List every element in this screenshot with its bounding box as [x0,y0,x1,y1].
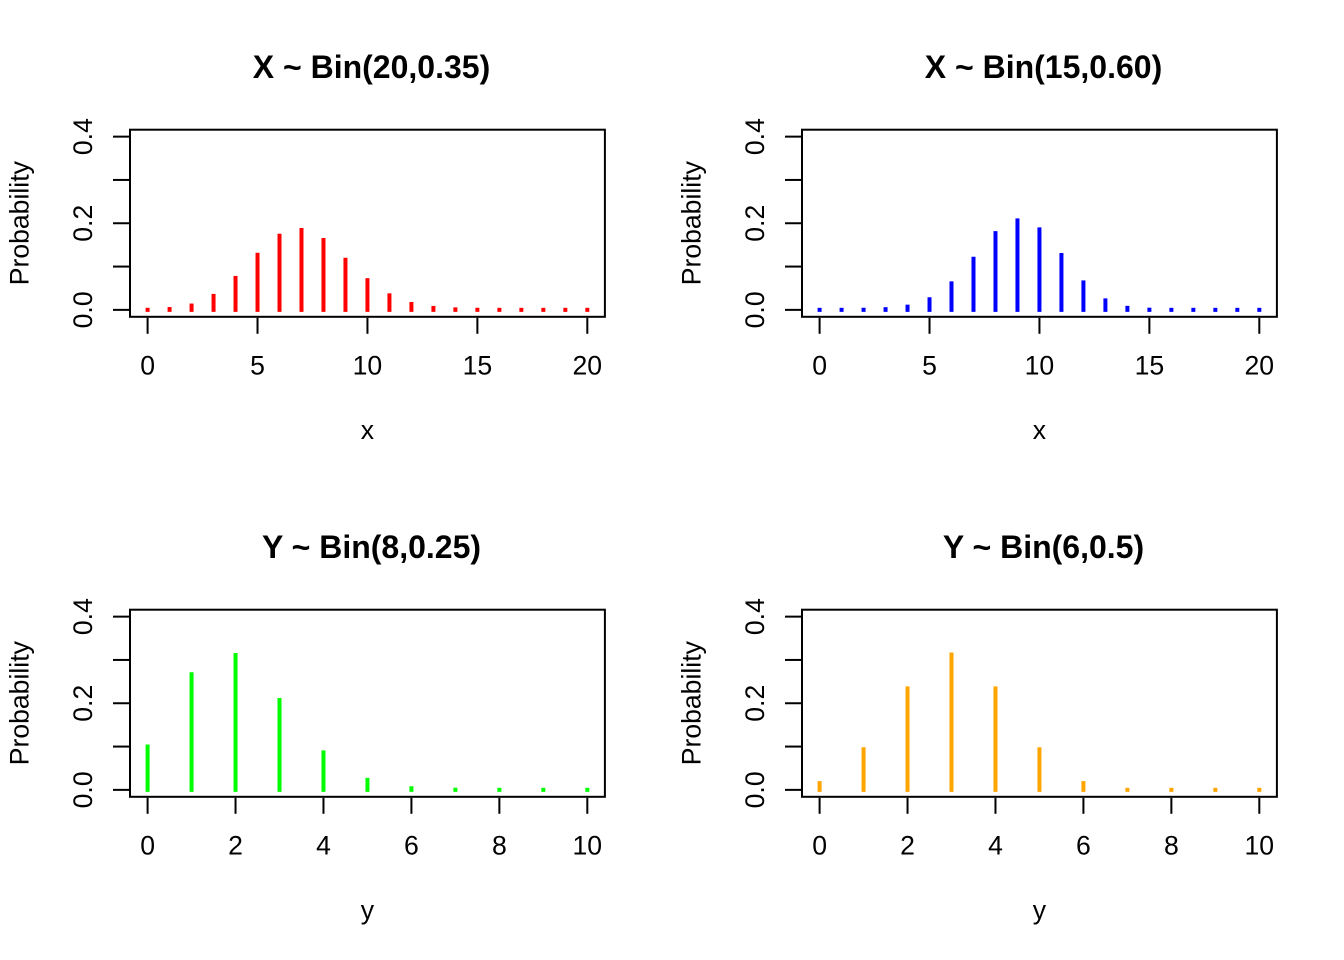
svg-text:6: 6 [404,831,419,861]
svg-text:Probability: Probability [677,640,707,765]
svg-text:0.4: 0.4 [68,118,98,155]
svg-text:y: y [361,895,375,925]
svg-text:10: 10 [353,351,383,381]
svg-text:Probability: Probability [5,640,35,765]
svg-text:0.4: 0.4 [740,118,770,155]
svg-text:0.2: 0.2 [68,205,98,242]
svg-text:X ~ Bin(20,0.35): X ~ Bin(20,0.35) [253,49,490,85]
svg-text:x: x [1033,415,1047,445]
svg-text:0: 0 [140,831,155,861]
svg-text:Y ~ Bin(6,0.5): Y ~ Bin(6,0.5) [943,529,1144,565]
svg-text:0.0: 0.0 [68,771,98,808]
svg-text:20: 20 [573,351,603,381]
svg-text:10: 10 [1245,831,1275,861]
svg-text:0.2: 0.2 [740,685,770,722]
svg-text:0.2: 0.2 [68,685,98,722]
svg-text:Probability: Probability [677,160,707,285]
svg-text:0: 0 [812,831,827,861]
svg-text:5: 5 [250,351,265,381]
svg-text:10: 10 [1025,351,1055,381]
svg-text:20: 20 [1245,351,1275,381]
svg-text:15: 15 [1135,351,1165,381]
svg-text:6: 6 [1076,831,1091,861]
svg-text:2: 2 [900,831,915,861]
svg-text:X ~ Bin(15,0.60): X ~ Bin(15,0.60) [925,49,1162,85]
svg-text:x: x [361,415,375,445]
svg-text:15: 15 [463,351,493,381]
svg-text:4: 4 [988,831,1003,861]
svg-text:0.0: 0.0 [68,291,98,328]
svg-text:0.2: 0.2 [740,205,770,242]
svg-text:0.0: 0.0 [740,771,770,808]
svg-text:0: 0 [140,351,155,381]
svg-text:2: 2 [228,831,243,861]
svg-text:0.4: 0.4 [68,598,98,635]
svg-text:8: 8 [492,831,507,861]
svg-text:4: 4 [316,831,331,861]
svg-text:y: y [1033,895,1047,925]
svg-text:Y ~ Bin(8,0.25): Y ~ Bin(8,0.25) [262,529,481,565]
svg-text:0: 0 [812,351,827,381]
svg-text:10: 10 [573,831,603,861]
svg-text:Probability: Probability [5,160,35,285]
svg-text:5: 5 [922,351,937,381]
svg-text:0.0: 0.0 [740,291,770,328]
svg-text:8: 8 [1164,831,1179,861]
svg-text:0.4: 0.4 [740,598,770,635]
